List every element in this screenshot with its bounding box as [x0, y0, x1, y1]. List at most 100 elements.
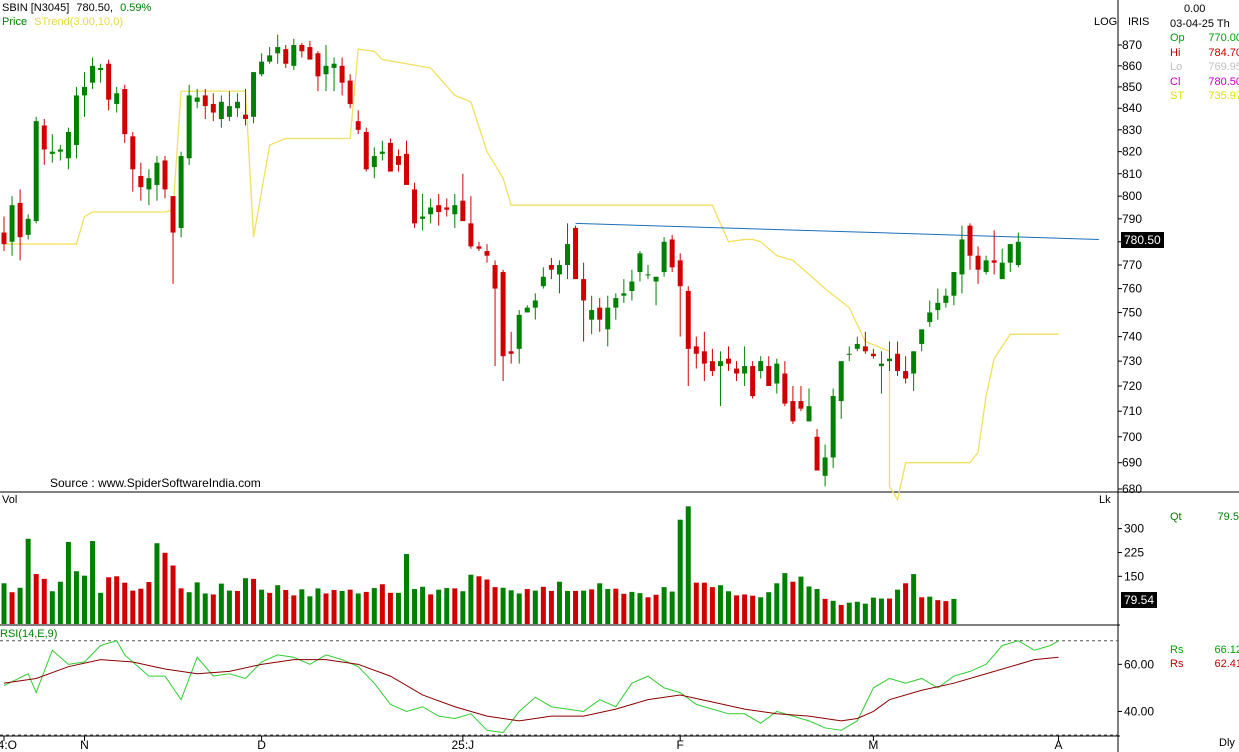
volume-bar: [887, 598, 892, 624]
candle-body: [339, 65, 345, 83]
volume-bar: [9, 592, 15, 624]
candle: [65, 127, 71, 170]
volume-bar: [927, 596, 933, 624]
volume-bar: [387, 592, 393, 624]
candle-body: [645, 274, 651, 276]
candle-body: [420, 216, 426, 219]
candle-body: [492, 265, 498, 289]
volume-bar: [146, 582, 152, 624]
candle: [218, 95, 224, 128]
candle: [194, 89, 200, 109]
ohlc-row-st: ST 735.97: [1170, 90, 1239, 102]
volume-bar: [339, 590, 345, 624]
volume-bar: [669, 591, 675, 624]
volume-bar: [428, 594, 434, 624]
info-date: 03-04-25 Th: [1170, 18, 1230, 30]
volume-bar: [798, 576, 804, 624]
volume-bar: [758, 597, 764, 624]
candle: [420, 193, 426, 231]
candle-body: [476, 246, 482, 249]
candle-body: [234, 101, 240, 109]
log-scale-toggle[interactable]: LOG: [1094, 16, 1118, 28]
volume-bar: [846, 602, 852, 624]
volume-bar: [291, 595, 297, 624]
volume-bar: [234, 590, 240, 624]
volume-bar: [532, 590, 538, 624]
volume-unit: Lk: [1099, 494, 1111, 506]
candle: [814, 429, 820, 471]
volume-bar: [565, 590, 570, 624]
ohlc-key: Hi: [1170, 46, 1181, 59]
volume-bar: [1, 583, 7, 624]
candle: [500, 269, 506, 382]
volume-bar: [82, 575, 87, 624]
supertrend-label[interactable]: STrend(3.00,10,0): [34, 16, 123, 28]
candle: [862, 331, 868, 354]
chart-header: SBIN [N3045] 780.50, 0.59%: [2, 2, 151, 14]
volume-bar: [661, 587, 667, 624]
candle: [130, 131, 136, 192]
volume-bar: [243, 578, 248, 624]
volume-bar: [299, 589, 305, 624]
candle-body: [693, 346, 699, 354]
candle: [379, 140, 385, 161]
candle: [919, 329, 925, 352]
candle-body: [98, 67, 104, 71]
candle-body: [870, 353, 876, 357]
candle-body: [726, 358, 731, 364]
price-tick-label: 790: [1122, 212, 1142, 226]
candle: [935, 288, 941, 320]
volume-bar: [452, 588, 458, 624]
candle: [621, 279, 627, 303]
volume-bar: [750, 595, 756, 624]
candle-body: [516, 314, 522, 349]
supertrend-line: [4, 48, 1059, 502]
volume-bar: [90, 541, 96, 624]
volume-bar: [822, 598, 828, 624]
volume-panel: 150 225 300: [1, 506, 1144, 624]
ohlc-key: ST: [1170, 90, 1185, 102]
candle-body: [283, 49, 289, 64]
candle-body: [790, 401, 796, 422]
ohlc-key: Lo: [1170, 61, 1183, 73]
volume-bar: [170, 565, 176, 624]
period-label[interactable]: Dly: [1219, 737, 1235, 749]
candle: [162, 156, 168, 199]
symbol-label[interactable]: SBIN [N3045]: [2, 2, 70, 14]
candle-body: [798, 401, 804, 409]
volume-bar: [653, 594, 659, 624]
candle-body: [251, 72, 257, 117]
candle-body: [573, 227, 579, 280]
candle-body: [806, 406, 812, 422]
candle-body: [508, 351, 514, 354]
date-tick-label: 25:J: [452, 738, 475, 752]
candle: [154, 156, 160, 201]
volume-bar: [838, 604, 844, 624]
volume-bar: [492, 587, 498, 624]
candle: [315, 51, 321, 92]
candle-body: [677, 260, 683, 287]
candle-body: [9, 205, 15, 242]
candle: [484, 244, 490, 263]
candle-body: [758, 361, 764, 372]
date-tick-label: D: [257, 738, 266, 752]
candle-body: [613, 298, 619, 308]
candle: [645, 265, 651, 280]
volume-bar: [154, 543, 160, 624]
candle-body: [927, 312, 933, 323]
price-tick-label: 840: [1122, 101, 1142, 115]
candle: [444, 198, 450, 217]
candle-body: [65, 131, 71, 159]
candle-body: [661, 241, 667, 273]
volume-bar: [814, 589, 820, 624]
volume-bar: [919, 597, 925, 624]
candle: [516, 310, 522, 364]
candle-body: [307, 47, 313, 60]
volume-bar: [790, 581, 796, 624]
volume-bar: [283, 589, 289, 624]
candle: [251, 72, 257, 124]
candle-body: [919, 329, 925, 344]
candle-body: [331, 63, 337, 68]
volume-bar: [186, 592, 192, 624]
